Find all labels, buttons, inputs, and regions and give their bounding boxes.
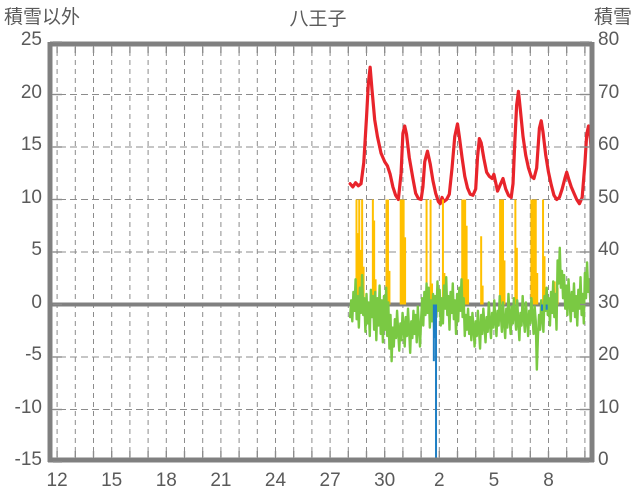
y-axis-right-tick: 30 bbox=[598, 291, 620, 313]
tick-marks bbox=[53, 41, 589, 463]
y-axis-right-tick: 60 bbox=[598, 134, 620, 155]
y-axis-left-tick: 0 bbox=[31, 291, 42, 313]
y-axis-right-tick: 20 bbox=[598, 344, 620, 365]
y-axis-left-tick: 5 bbox=[31, 239, 42, 260]
x-axis-tick: 18 bbox=[155, 470, 177, 491]
y-axis-right-tick: 80 bbox=[598, 29, 620, 50]
x-axis-tick: 30 bbox=[374, 470, 396, 491]
y-axis-left-tick: 25 bbox=[20, 29, 42, 50]
y-axis-right-tick: 70 bbox=[598, 81, 620, 103]
y-axis-right-tick: 0 bbox=[598, 449, 609, 470]
y-axis-right-tick: 10 bbox=[598, 396, 620, 418]
y-axis-left-tick: 15 bbox=[20, 134, 42, 155]
x-axis-tick: 21 bbox=[210, 470, 232, 491]
x-axis-tick: 15 bbox=[101, 470, 123, 491]
y-axis-right-tick: 40 bbox=[598, 239, 620, 260]
chart-title: 八王子 bbox=[289, 9, 347, 30]
y-axis-left-tick: 10 bbox=[20, 186, 42, 208]
y-axis-left-tick: 20 bbox=[20, 81, 42, 103]
x-axis-tick: 24 bbox=[264, 470, 287, 491]
x-axis-tick: 8 bbox=[543, 470, 554, 491]
right-axis-title: 積雪 bbox=[593, 7, 632, 28]
plot-frame bbox=[47, 41, 595, 463]
x-axis-tick: 12 bbox=[46, 470, 68, 491]
series-layer bbox=[348, 65, 594, 462]
y-axis-left-tick: -10 bbox=[14, 396, 42, 418]
y-axis-left-tick: -5 bbox=[25, 344, 42, 365]
y-axis-left-tick: -15 bbox=[14, 449, 42, 470]
x-axis-tick: 27 bbox=[319, 470, 341, 491]
x-axis-tick: 2 bbox=[434, 470, 445, 491]
y-axis-right-tick: 50 bbox=[598, 186, 620, 208]
gridlines bbox=[48, 42, 594, 462]
left-axis-title: 積雪以外 bbox=[4, 7, 81, 28]
x-axis-tick: 5 bbox=[488, 470, 500, 491]
